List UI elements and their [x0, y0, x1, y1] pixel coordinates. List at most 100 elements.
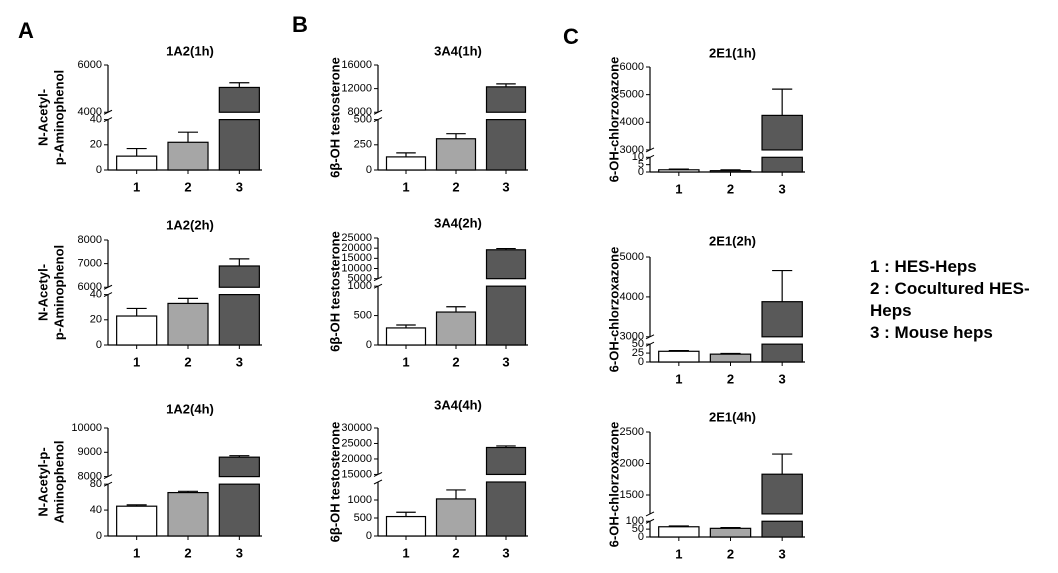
y-axis-label: 6β-OH testosterone	[327, 231, 342, 352]
y-axis-label: N-Acetyl-	[35, 89, 50, 146]
y-tick-label: 10000	[71, 422, 102, 434]
y-tick-label: 4000	[78, 106, 102, 118]
y-axis-label: p-Aminophenol	[51, 245, 66, 340]
y-tick-label: 2500	[620, 426, 644, 438]
y-tick-label: 15000	[341, 252, 372, 264]
y-axis-label: N-Acetyl-p-	[35, 447, 50, 516]
bar	[385, 327, 427, 346]
x-tick-label: 3	[236, 545, 243, 560]
bar	[116, 315, 158, 346]
bar	[116, 505, 158, 537]
y-tick-label: 3000	[620, 331, 644, 343]
y-tick-label: 50	[632, 338, 644, 350]
y-tick-label: 6000	[78, 59, 102, 71]
y-tick-label: 2000	[620, 457, 644, 469]
bar	[485, 86, 527, 113]
chart-title: 1A2(2h)	[166, 217, 214, 232]
y-tick-label: 0	[638, 356, 644, 368]
x-tick-label: 3	[502, 179, 509, 194]
y-tick-label: 4000	[620, 291, 644, 303]
y-tick-label: 6000	[78, 281, 102, 293]
x-tick-label: 2	[184, 354, 191, 369]
bar	[761, 343, 803, 363]
y-tick-label: 80	[90, 478, 102, 490]
y-tick-label: 0	[366, 339, 372, 351]
y-tick-label: 5000	[620, 251, 644, 263]
x-tick-label: 1	[675, 546, 682, 561]
x-tick-label: 1	[402, 545, 409, 560]
panel-label: C	[563, 24, 579, 49]
x-tick-label: 2	[452, 179, 459, 194]
y-tick-label: 0	[366, 164, 372, 176]
y-axis-label: 6-OH-chlorzoxazone	[606, 422, 621, 548]
x-tick-label: 3	[236, 179, 243, 194]
x-tick-label: 1	[133, 545, 140, 560]
y-tick-label: 5000	[348, 273, 372, 285]
bar	[218, 265, 260, 288]
y-tick-label: 250	[354, 139, 372, 151]
y-tick-label: 5	[638, 159, 644, 171]
y-tick-label: 100	[626, 515, 644, 527]
x-tick-label: 3	[779, 181, 786, 196]
x-tick-label: 2	[184, 545, 191, 560]
chart-title: 2E1(4h)	[709, 409, 756, 424]
bar	[761, 301, 803, 338]
bar	[485, 285, 527, 346]
y-tick-label: 7000	[78, 258, 102, 270]
x-tick-label: 2	[727, 371, 734, 386]
bar	[167, 141, 209, 171]
x-tick-label: 2	[452, 545, 459, 560]
bar	[485, 118, 527, 171]
x-tick-label: 1	[675, 371, 682, 386]
chart-title: 1A2(1h)	[166, 43, 214, 58]
y-tick-label: 1000	[348, 280, 372, 292]
y-tick-label: 25	[632, 347, 644, 359]
y-tick-label: 20	[90, 139, 102, 151]
bar	[485, 481, 527, 537]
bar	[435, 138, 477, 171]
bar	[761, 114, 803, 151]
y-axis-label: 6-OH-chlorzoxazone	[606, 247, 621, 373]
y-axis-label: p-Aminophenol	[51, 70, 66, 165]
bar	[116, 155, 158, 171]
y-tick-label: 0	[638, 531, 644, 543]
chart-title: 2E1(2h)	[709, 233, 756, 248]
bar	[218, 456, 260, 478]
y-tick-label: 500	[354, 114, 372, 126]
bar	[709, 170, 752, 173]
legend-entry: 1 : HES-Heps	[870, 257, 977, 276]
axis-break	[645, 511, 655, 517]
bar	[658, 169, 700, 173]
bar	[167, 302, 209, 346]
x-tick-label: 3	[779, 546, 786, 561]
bar	[761, 156, 803, 173]
bar	[218, 294, 260, 346]
y-tick-label: 0	[96, 164, 102, 176]
y-tick-label: 50	[632, 523, 644, 535]
y-tick-label: 10000	[341, 262, 372, 274]
y-axis-label: 6-OH-chlorzoxazone	[606, 57, 621, 183]
y-tick-label: 500	[354, 309, 372, 321]
panel-label: B	[292, 12, 308, 37]
x-tick-label: 3	[502, 354, 509, 369]
bar	[761, 473, 803, 515]
y-tick-label: 500	[354, 512, 372, 524]
y-tick-label: 0	[638, 166, 644, 178]
bar	[385, 515, 427, 537]
legend: 1 : HES-Heps 2 : Cocultured HES-Heps 3 :…	[870, 256, 1058, 344]
y-tick-label: 3000	[620, 144, 644, 156]
bar	[761, 520, 803, 538]
bar	[385, 156, 427, 171]
chart-title: 3A4(1h)	[434, 43, 482, 58]
y-axis-label: 6β-OH testosterone	[327, 422, 342, 543]
x-tick-label: 2	[452, 354, 459, 369]
y-tick-label: 6000	[620, 61, 644, 73]
x-tick-label: 2	[727, 546, 734, 561]
chart-title: 1A2(4h)	[166, 401, 214, 416]
chart-title: 3A4(2h)	[434, 215, 482, 230]
x-tick-label: 1	[402, 354, 409, 369]
bar	[658, 350, 700, 363]
bar	[218, 483, 260, 537]
